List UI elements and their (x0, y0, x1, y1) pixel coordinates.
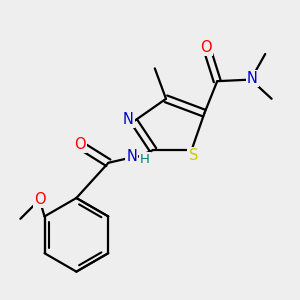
Text: H: H (140, 153, 149, 166)
Text: O: O (74, 137, 86, 152)
Text: S: S (188, 148, 198, 163)
Text: O: O (200, 40, 212, 55)
Text: O: O (34, 192, 45, 207)
Text: N: N (247, 71, 258, 86)
Text: N: N (123, 112, 134, 127)
Text: N: N (126, 149, 137, 164)
